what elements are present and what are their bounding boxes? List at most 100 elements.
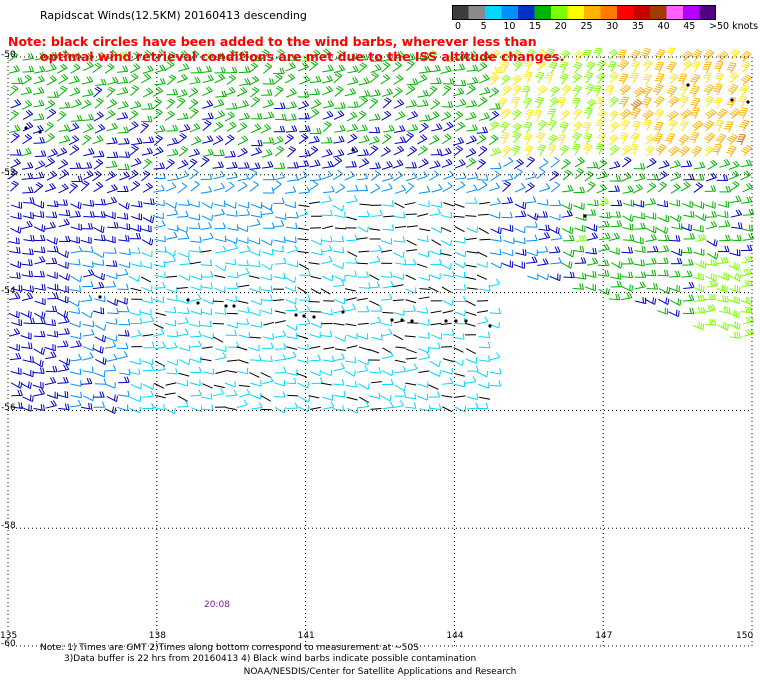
wind-barb (10, 99, 22, 109)
wind-barb (549, 85, 560, 98)
wind-barb (106, 49, 117, 60)
wind-barb (297, 343, 309, 351)
wind-barb (131, 200, 143, 208)
wind-barb (141, 73, 152, 84)
wind-barb (442, 270, 455, 278)
wind-barb (310, 321, 323, 329)
wind-barb (357, 62, 368, 74)
wind-barb (370, 244, 382, 252)
wind-barb (58, 209, 71, 217)
wind-barb (680, 223, 692, 232)
wind-barb (106, 98, 118, 109)
wind-barb (237, 147, 248, 158)
wind-barb (225, 202, 237, 209)
wind-barb (691, 60, 701, 73)
wind-barb (104, 406, 117, 415)
wind-barb (691, 120, 704, 132)
wind-barb (524, 196, 537, 204)
wind-barb (320, 48, 331, 59)
wind-barb (478, 227, 489, 234)
wind-barb (95, 51, 106, 62)
wind-barb (453, 63, 466, 72)
wind-barb (478, 341, 491, 349)
wind-barb (93, 251, 105, 259)
wind-barb (559, 121, 569, 134)
wind-barb (728, 309, 740, 319)
wind-barb (537, 258, 549, 266)
credit-line: NOAA/NESDIS/Center for Satellite Applica… (243, 667, 517, 677)
wind-barb (382, 280, 394, 289)
wind-barb (693, 201, 705, 209)
wind-barb (428, 391, 441, 398)
wind-barb (344, 87, 356, 97)
wind-barb (671, 248, 683, 257)
wind-barb (20, 147, 32, 157)
wind-barb (285, 54, 298, 61)
wind-barb (359, 203, 371, 206)
wind-barb (176, 97, 186, 109)
wind-barb (215, 370, 227, 374)
wind-barb (453, 203, 465, 208)
wind-barb (189, 246, 201, 253)
wind-barb (212, 388, 224, 397)
wind-barb (383, 215, 395, 218)
wind-barb (69, 162, 82, 169)
wind-barb (249, 260, 261, 268)
wind-barb (128, 73, 139, 84)
wind-barb (248, 169, 258, 181)
wind-barb (152, 212, 164, 220)
wind-barb (380, 249, 392, 253)
wind-barb (129, 232, 142, 240)
wind-barb (45, 211, 58, 219)
wind-barb (524, 145, 534, 157)
wind-barb (465, 197, 478, 204)
wind-barb (130, 85, 139, 97)
wind-barb (333, 362, 345, 372)
wind-barb (236, 367, 249, 375)
wind-barb (511, 96, 520, 109)
wind-barb (417, 134, 428, 145)
wind-barb (729, 284, 741, 294)
wind-barb (441, 133, 452, 145)
wind-barb (501, 196, 513, 205)
wind-barb (680, 109, 692, 120)
wind-barb (705, 272, 717, 282)
wind-barb (358, 396, 369, 404)
wind-barb (201, 202, 214, 209)
wind-barb (167, 148, 179, 157)
wind-barb (176, 379, 189, 387)
wind-barb (533, 109, 543, 122)
wind-barb (599, 211, 611, 219)
footnote: Note: 1) Times are GMT 2)Times along bot… (40, 643, 476, 665)
wind-barb (417, 99, 429, 108)
contamination-circle (351, 148, 355, 152)
wind-barb (236, 86, 248, 97)
wind-barb (464, 376, 477, 384)
wind-barb (429, 370, 441, 377)
wind-barb (70, 380, 82, 387)
wind-barb (466, 184, 478, 194)
wind-barb (380, 395, 392, 402)
wind-barb (320, 136, 333, 144)
wind-barb (740, 61, 751, 73)
wind-barb (608, 185, 620, 193)
wind-barb (273, 391, 286, 398)
wind-barb (345, 160, 357, 168)
wind-barb (82, 394, 95, 402)
contamination-circle (186, 298, 190, 302)
wind-barb (704, 95, 715, 108)
wind-barb (190, 136, 202, 146)
wind-barb (537, 273, 549, 281)
wind-barb (190, 389, 202, 397)
wind-barb (165, 341, 178, 349)
wind-barb (418, 332, 430, 339)
wind-barb (116, 65, 129, 73)
wind-barb (369, 228, 381, 231)
wind-barb (726, 62, 737, 74)
wind-barb (666, 47, 676, 59)
wind-barb (630, 107, 642, 120)
contamination-circle (410, 319, 414, 323)
wind-barb (333, 72, 343, 84)
wind-barb (572, 245, 585, 253)
wind-barb (152, 86, 164, 97)
